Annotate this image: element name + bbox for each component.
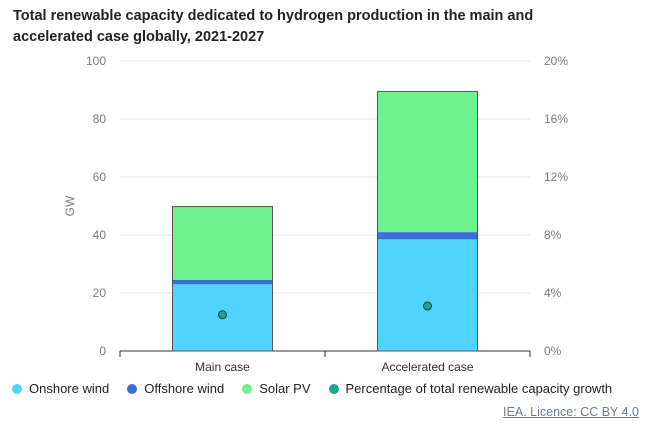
chart-title: Total renewable capacity dedicated to hy… [13,8,534,45]
legend-item-solar-pv: Solar PV [242,381,311,396]
legend-swatch-solar-pv [242,383,253,394]
bar-outline [377,90,478,352]
y-tick-label: 40 [93,228,107,242]
growth-percentage-marker [218,310,227,320]
y-tick-label: 80 [93,112,107,126]
legend-label-solar-pv: Solar PV [259,381,311,396]
y2-tick-label: 8% [544,228,562,242]
y-tick-label: 60 [93,170,107,184]
legend-item-growth-percentage: Percentage of total renewable capacity g… [328,381,613,396]
y2-tick-label: 20% [544,54,568,68]
legend-item-offshore-wind: Offshore wind [127,381,224,396]
legend-swatch-growth-percentage [328,383,339,394]
y2-tick-label: 12% [544,170,568,184]
x-tick-label: Main case [195,360,250,374]
legend-item-onshore-wind: Onshore wind [12,381,109,396]
y-axis-label: GW [63,195,77,216]
bar-segment-offshore-wind [172,279,273,285]
bar-segment-onshore-wind [377,239,478,351]
y-tick-label: 20 [93,286,107,300]
legend-swatch-onshore-wind [12,383,22,394]
source-link[interactable]: IEA. Licence: CC BY 4.0 [503,405,639,419]
y2-tick-label: 4% [544,286,562,300]
growth-percentage-marker [423,301,432,311]
y-tick-label: 0 [99,344,106,358]
legend-label-onshore-wind: Onshore wind [29,381,110,396]
bar-segment-solar-pv [172,206,273,280]
legend-label-growth-percentage: Percentage of total renewable capacity g… [345,381,613,396]
y2-tick-label: 0% [544,344,562,358]
legend: Onshore wind Offshore wind Solar PV Perc… [12,381,612,396]
y-tick-label: 100 [86,54,106,68]
stacked-bar-chart: 0 20 40 60 80 100 0% 4% 8% 12% 16% 20% GW Main case Ac… [63,54,568,374]
legend-swatch-offshore-wind [127,383,138,394]
bar-segment-offshore-wind [377,232,478,240]
bar-outline [172,206,273,352]
legend-label-offshore-wind: Offshore wind [144,381,225,396]
y2-tick-label: 16% [544,112,568,126]
bar-segment-solar-pv [377,91,478,233]
x-tick-label: Accelerated case [381,360,473,374]
